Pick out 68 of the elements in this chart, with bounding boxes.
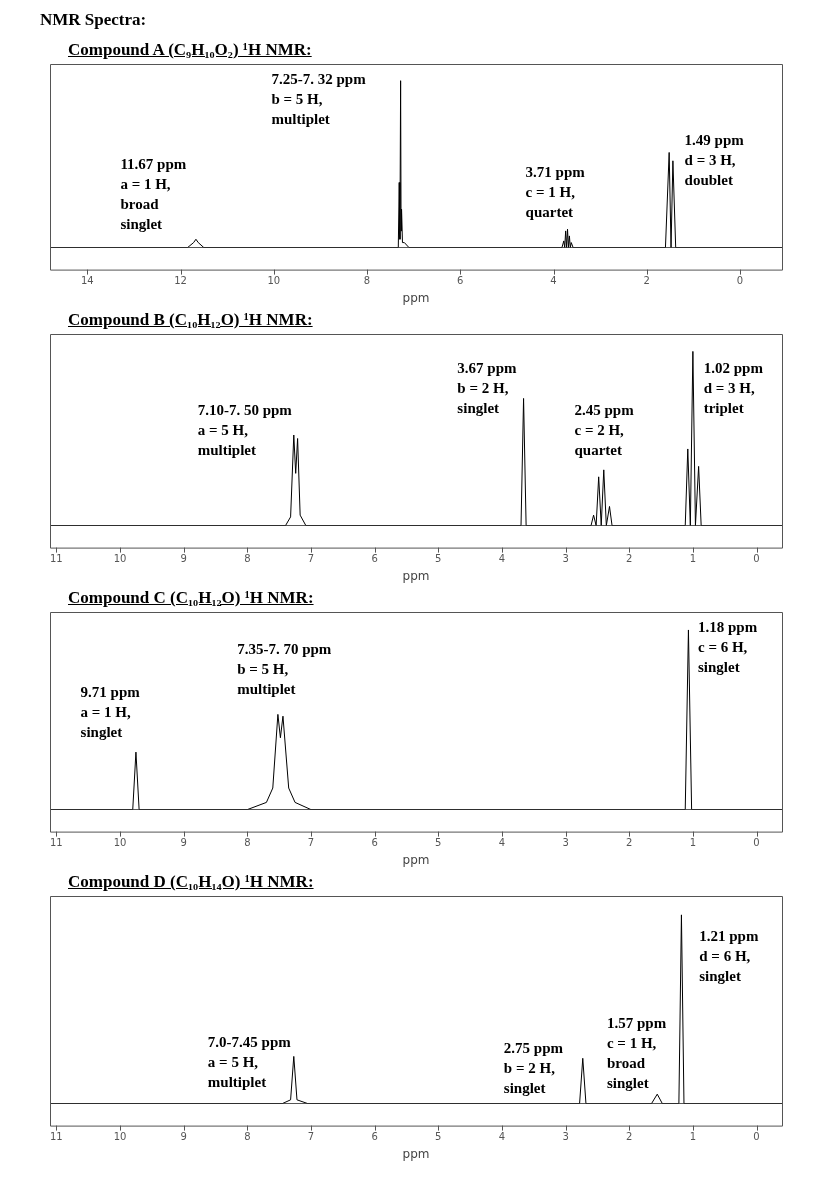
annotation: 1.49 ppm d = 3 H, doublet (684, 132, 745, 189)
x-tick-label: 4 (550, 275, 557, 287)
x-tick-label: 4 (498, 553, 506, 565)
x-tick-label: 0 (753, 837, 760, 849)
x-tick-label: 8 (244, 553, 251, 565)
x-tick-label: 1 (689, 553, 697, 565)
x-tick-label: 0 (736, 275, 744, 287)
x-tick-label: 0 (753, 1131, 760, 1143)
annotation: 11.67 ppm a = 1 H, broad singlet (120, 155, 187, 232)
x-tick-label: 4 (498, 1131, 506, 1143)
annotation: 1.57 ppm c = 1 H, broad singlet (606, 1015, 667, 1092)
annotation: 1.21 ppm d = 6 H, singlet (699, 928, 759, 985)
annotation: 9.71 ppm a = 1 H, singlet (80, 684, 141, 741)
x-tick-label: 10 (113, 1131, 127, 1143)
x-tick-label: 9 (180, 837, 187, 849)
text: NMR Spectra: (40, 10, 148, 31)
x-tick-label: 6 (457, 275, 464, 287)
x-axis-title: ppm (402, 568, 430, 583)
x-tick-label: 2 (626, 553, 633, 565)
chart-title: Compound B (C₁₀H₁₂O) ¹H NMR: (68, 310, 314, 331)
x-tick-label: 3 (562, 837, 569, 849)
x-tick-label: 10 (113, 837, 127, 849)
annotation: 1.18 ppm c = 6 H, singlet (697, 619, 758, 676)
x-tick-label: 2 (626, 1131, 633, 1143)
x-tick-label: 12 (174, 275, 187, 287)
annotation: 7.0-7.45 ppm a = 5 H, multiplet (207, 1034, 292, 1091)
x-tick-label: 10 (267, 275, 281, 287)
x-tick-label: 10 (113, 553, 127, 565)
x-tick-label: 3 (562, 553, 569, 565)
chart-title: Compound A (C₉H₁₀O₂) ¹H NMR: (68, 40, 313, 61)
annotation: 2.45 ppm c = 2 H, quartet (574, 402, 635, 459)
chart-title: Compound D (C₁₀H₁₄O) ¹H NMR: (68, 872, 315, 893)
x-tick-label: 8 (244, 837, 251, 849)
x-tick-label: 7 (307, 1131, 315, 1143)
x-tick-label: 4 (498, 837, 506, 849)
x-tick-label: 6 (371, 553, 378, 565)
chart-title: Compound C (C₁₀H₁₂O) ¹H NMR: (68, 588, 315, 609)
x-axis-title: ppm (402, 1146, 430, 1161)
x-tick-label: 6 (371, 1131, 378, 1143)
annotation: 3.67 ppm b = 2 H, singlet (457, 360, 518, 417)
x-tick-label: 11 (50, 837, 63, 849)
x-tick-label: 5 (435, 553, 442, 565)
x-tick-label: 7 (307, 553, 315, 565)
annotation: 1.02 ppm d = 3 H, triplet (703, 360, 764, 417)
x-tick-label: 8 (244, 1131, 251, 1143)
x-tick-label: 5 (435, 837, 442, 849)
x-tick-label: 11 (50, 1131, 63, 1143)
x-tick-label: 9 (180, 1131, 187, 1143)
annotation: 7.10-7. 50 ppm a = 5 H, multiplet (197, 402, 293, 459)
annotation: 3.71 ppm c = 1 H, quartet (525, 164, 586, 221)
x-tick-label: 0 (753, 553, 760, 565)
annotation: 2.75 ppm b = 2 H, singlet (503, 1039, 564, 1096)
x-tick-label: 2 (626, 837, 633, 849)
x-tick-label: 2 (643, 275, 650, 287)
x-tick-label: 6 (371, 837, 378, 849)
x-tick-label: 8 (363, 275, 371, 287)
x-axis-title: ppm (402, 290, 430, 305)
annotation: 7.35-7. 70 ppm b = 5 H, multiplet (237, 640, 332, 697)
annotation: 7.25-7. 32 ppm b = 5 H, multiplet (271, 70, 367, 127)
x-tick-label: 3 (562, 1131, 569, 1143)
x-tick-label: 11 (50, 553, 63, 565)
x-tick-label: 7 (307, 837, 315, 849)
x-tick-label: 1 (689, 1131, 697, 1143)
x-tick-label: 14 (80, 275, 94, 287)
x-axis-title: ppm (402, 852, 430, 867)
x-tick-label: 9 (180, 553, 187, 565)
x-tick-label: 5 (435, 1131, 442, 1143)
x-tick-label: 1 (689, 837, 697, 849)
